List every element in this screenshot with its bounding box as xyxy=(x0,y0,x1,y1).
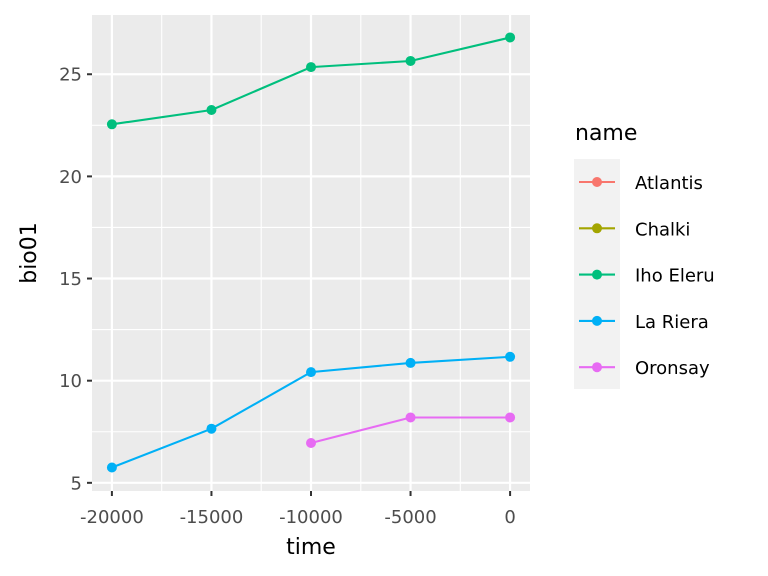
data-point-iho-eleru xyxy=(206,104,217,115)
legend: name Atlantis Chalki Iho Eleru La Riera Oron… xyxy=(574,121,715,389)
y-tick-label: 15 xyxy=(59,269,82,290)
x-tick-label: -20000 xyxy=(80,507,144,528)
legend-items: Atlantis Chalki Iho Eleru La Riera Oronsay xyxy=(579,173,715,379)
x-axis-title: time xyxy=(286,535,336,560)
legend-label-iho-eleru: Iho Eleru xyxy=(635,266,715,287)
x-tick-label: -15000 xyxy=(180,507,244,528)
data-point-la-riera xyxy=(405,357,416,368)
data-point-iho-eleru xyxy=(505,32,516,43)
legend-key-point-atlantis xyxy=(592,177,602,187)
legend-key-point-chalki xyxy=(592,223,602,234)
data-point-la-riera xyxy=(206,423,217,434)
legend-label-oronsay: Oronsay xyxy=(635,358,710,379)
data-point-oronsay xyxy=(306,437,316,448)
data-point-oronsay xyxy=(505,412,516,423)
data-point-iho-eleru xyxy=(106,119,117,130)
major-gridlines xyxy=(92,15,530,491)
y-tick-label: 5 xyxy=(71,473,82,494)
y-tick-label: 25 xyxy=(59,65,82,86)
axes: -20000 -15000 -10000 -5000 0 5 10 15 20 25 xyxy=(59,65,516,528)
x-tick-label: 0 xyxy=(504,507,515,528)
legend-key-point-iho-eleru xyxy=(592,269,602,280)
y-tick-label: 10 xyxy=(59,371,82,392)
data-point-la-riera xyxy=(306,367,316,378)
legend-title: name xyxy=(575,121,637,146)
data-point-iho-eleru xyxy=(306,62,316,73)
legend-label-atlantis: Atlantis xyxy=(635,173,703,194)
x-tick-label: -5000 xyxy=(384,507,436,528)
data-point-oronsay xyxy=(405,412,416,423)
data-point-la-riera xyxy=(505,351,516,362)
data-point-iho-eleru xyxy=(405,55,416,66)
y-tick-label: 20 xyxy=(59,167,82,188)
legend-key-point-la-riera xyxy=(592,315,602,326)
x-tick-label: -10000 xyxy=(279,507,343,528)
data-point-la-riera xyxy=(106,462,117,473)
legend-label-la-riera: La Riera xyxy=(635,312,709,333)
y-axis-title: bio01 xyxy=(17,222,42,284)
legend-label-chalki: Chalki xyxy=(635,219,690,240)
legend-key-point-oronsay xyxy=(592,362,602,373)
series-layer xyxy=(106,32,516,473)
